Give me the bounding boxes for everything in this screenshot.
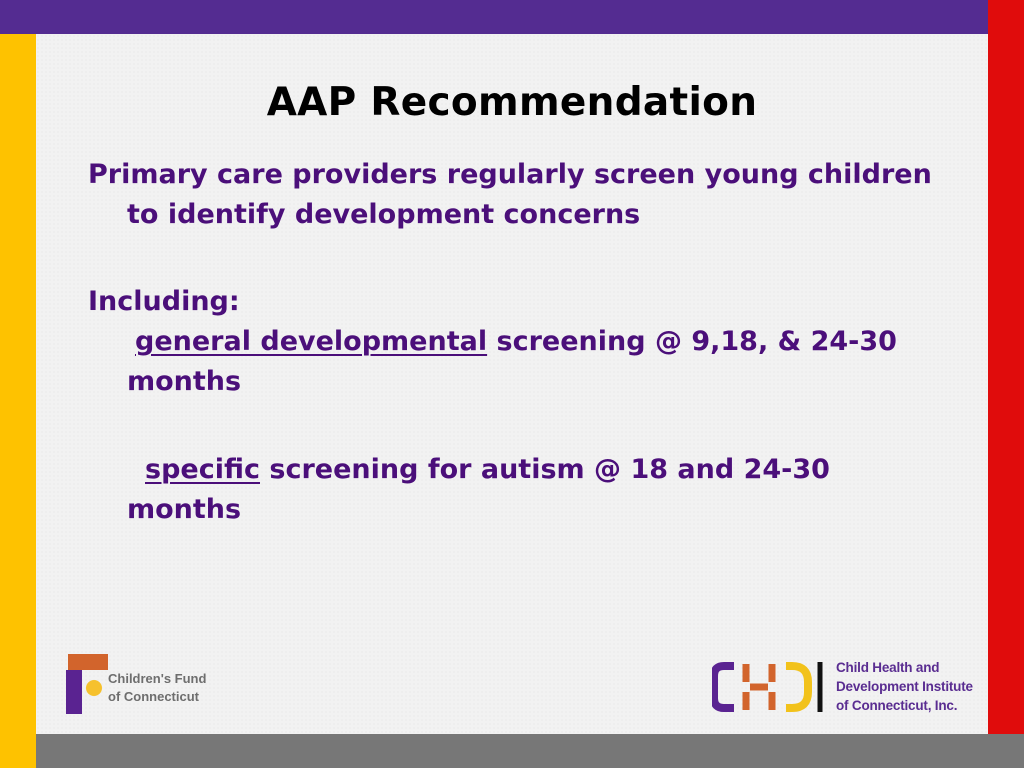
childrens-fund-text: Children's Fund of Connecticut xyxy=(108,670,206,706)
left-yellow-bar xyxy=(0,34,36,768)
chdi-text: Child Health and Development Institute o… xyxy=(836,658,973,715)
logo-line: Development Institute xyxy=(836,679,973,694)
underlined-term: specific xyxy=(145,454,260,485)
bottom-gray-bar xyxy=(36,734,1024,768)
logo-line: Children's Fund xyxy=(108,671,207,686)
item-autism-screening: specific screening for autism @ 18 and 2… xyxy=(88,450,948,530)
logo-line: Child Health and xyxy=(836,660,940,675)
top-purple-bar xyxy=(0,0,988,34)
chdi-logo-icon xyxy=(712,662,823,712)
childrens-fund-logo-icon xyxy=(66,654,108,714)
logo-line: of Connecticut, Inc. xyxy=(836,698,958,713)
intro-paragraph: Primary care providers regularly screen … xyxy=(88,159,932,230)
including-label: Including: xyxy=(88,286,240,317)
slide-background xyxy=(36,34,988,734)
slide-body: Primary care providers regularly screen … xyxy=(88,155,948,530)
item-text: screening @ 9,18, & 24-30 months xyxy=(127,326,897,397)
item-text: screening for autism @ 18 and 24-30 mont… xyxy=(127,454,830,525)
right-red-bar xyxy=(988,0,1024,734)
underlined-term: general developmental xyxy=(135,326,488,357)
item-general-screening: general developmental screening @ 9,18, … xyxy=(88,322,948,402)
slide-title: AAP Recommendation xyxy=(266,80,758,125)
logo-line: of Connecticut xyxy=(108,689,199,704)
